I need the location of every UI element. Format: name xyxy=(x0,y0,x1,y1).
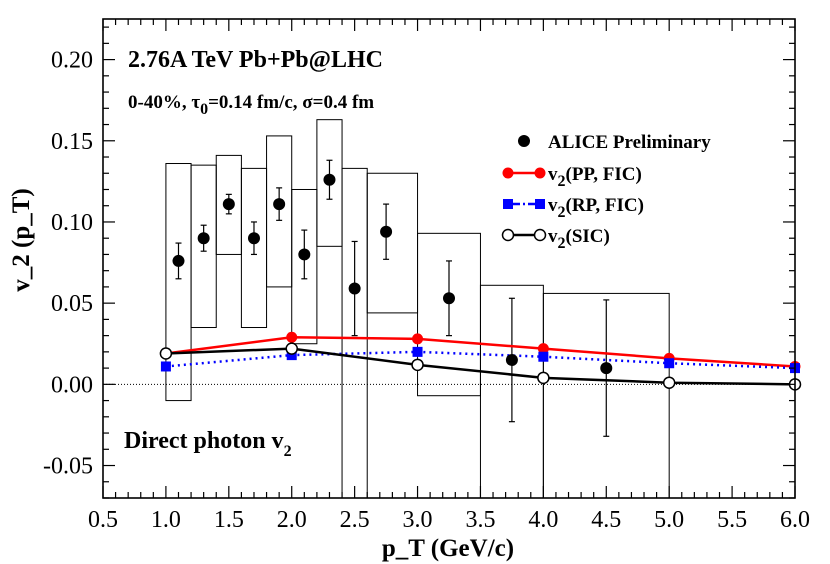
data-point xyxy=(273,198,286,211)
data-point xyxy=(505,353,518,366)
y-tick-label: 0.15 xyxy=(51,129,93,155)
series-marker-0 xyxy=(412,333,424,345)
legend-marker-alice xyxy=(518,135,530,147)
legend-label-alice: ALICE Preliminary xyxy=(548,132,711,153)
axis-ticks: 0.5 1.0 1.5 2.0 2.5 3.0 3.5 4.0 4.5 5.0 5.5 6.0 -0.0… xyxy=(43,19,810,533)
systematic-boxes xyxy=(165,119,670,499)
y-tick-label: 0.00 xyxy=(51,372,93,398)
data-point xyxy=(172,254,185,267)
x-tick-label: 6.0 xyxy=(780,507,810,533)
series-marker-2 xyxy=(411,358,424,372)
legend-marker-pp-right xyxy=(534,167,546,179)
legend-entry-rp: v2(RP, FIC) xyxy=(503,195,644,221)
x-tick-label: 2.5 xyxy=(340,507,370,533)
x-tick-label: 1.5 xyxy=(214,507,244,533)
series-marker-1 xyxy=(664,358,675,369)
data-point xyxy=(443,292,455,305)
legend-entry-pp: v2(PP, FIC) xyxy=(502,164,642,190)
data-points xyxy=(172,173,613,375)
legend-marker-sic-left xyxy=(501,228,515,242)
legend-label-sic: v2(SIC) xyxy=(548,226,610,252)
x-tick-label: 2.0 xyxy=(277,507,307,533)
systematic-box xyxy=(291,188,318,345)
y-tick-label: 0.20 xyxy=(51,48,93,74)
data-point xyxy=(323,173,336,186)
data-point xyxy=(247,232,260,245)
legend-marker-rp-left xyxy=(503,199,513,209)
legend-marker-pp-left xyxy=(502,167,514,179)
series-marker-2 xyxy=(285,342,298,355)
legend-marker-sic-right xyxy=(533,228,547,242)
data-point xyxy=(222,198,235,211)
series-marker-0 xyxy=(537,343,549,355)
data-point xyxy=(380,225,393,238)
series-line-0 xyxy=(165,335,796,368)
x-tick-label: 5.0 xyxy=(654,507,684,533)
x-tick-label: 3.0 xyxy=(403,507,433,533)
series-marker-1 xyxy=(538,351,549,362)
x-tick-label: 0.5 xyxy=(88,507,118,533)
y-tick-label: 0.10 xyxy=(51,210,93,236)
series-marker-1 xyxy=(412,346,423,357)
data-point xyxy=(348,282,361,295)
data-point xyxy=(197,232,210,245)
plot-frame xyxy=(102,18,796,499)
legend-marker-rp-right xyxy=(535,199,545,209)
stat-error-bars xyxy=(175,159,610,437)
data-point xyxy=(600,362,613,375)
y-tick-label: -0.05 xyxy=(43,454,93,480)
legend: ALICE Preliminary v2(PP, FIC) v2(RP, FIC… xyxy=(501,132,711,252)
x-axis-title: p_T (GeV/c) xyxy=(382,535,514,562)
legend-entry-alice: ALICE Preliminary xyxy=(518,132,711,153)
legend-label-rp: v2(RP, FIC) xyxy=(548,195,644,221)
series-marker-2 xyxy=(537,371,550,385)
y-axis-title: v_2 (p_T) xyxy=(8,188,35,291)
series-marker-2 xyxy=(159,347,173,360)
x-tick-label: 1.0 xyxy=(151,507,181,533)
legend-entry-sic: v2(SIC) xyxy=(501,226,610,252)
series-marker-1 xyxy=(286,350,297,361)
x-tick-label: 4.5 xyxy=(591,507,621,533)
systematic-box xyxy=(366,172,419,314)
x-tick-label: 4.0 xyxy=(528,507,558,533)
x-tick-label: 3.5 xyxy=(465,507,495,533)
legend-label-pp: v2(PP, FIC) xyxy=(548,164,642,190)
x-tick-label: 5.5 xyxy=(717,507,747,533)
series-marker-1 xyxy=(160,361,171,372)
series-marker-2 xyxy=(662,376,676,389)
data-point xyxy=(298,248,311,261)
y-tick-label: 0.05 xyxy=(51,291,93,317)
series-marker-0 xyxy=(286,331,298,343)
energy-annotation: 2.76A TeV Pb+Pb@LHC xyxy=(128,47,383,73)
series-line-2 xyxy=(165,347,796,386)
params-annotation: 0-40%, τ0=0.14 fm/c, σ=0.4 fm xyxy=(128,92,374,118)
direct-photon-label: Direct photon v2 xyxy=(124,428,292,460)
